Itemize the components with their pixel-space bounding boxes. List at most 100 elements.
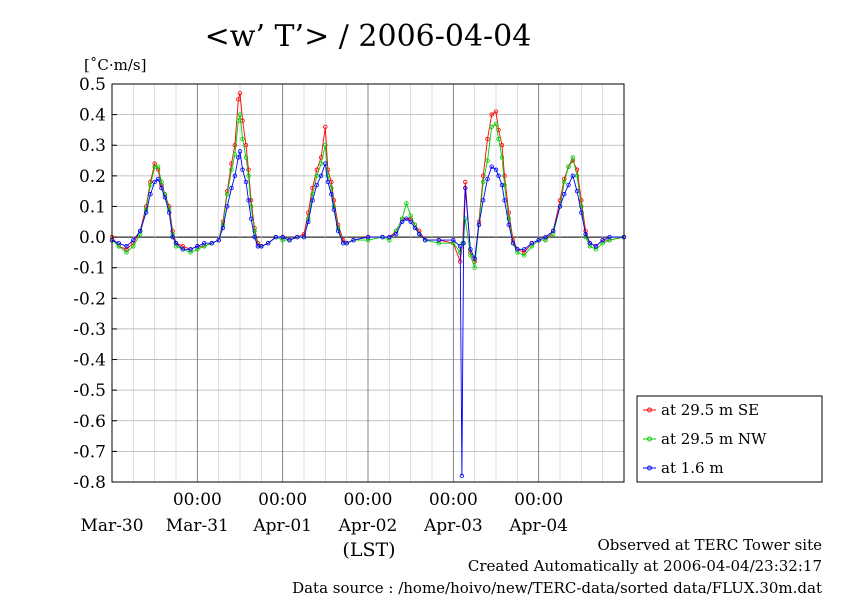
series-point-2 bbox=[248, 216, 254, 221]
series-point-1 bbox=[593, 247, 599, 252]
chart-title: <w’ T’> / 2006-04-04 bbox=[205, 19, 532, 54]
legend-box bbox=[636, 395, 823, 483]
series-point-2 bbox=[489, 164, 494, 169]
series-point-2 bbox=[463, 185, 468, 191]
x-time-label: 00:00 bbox=[344, 490, 393, 510]
series-point-0 bbox=[152, 161, 157, 166]
series-point-2 bbox=[457, 244, 463, 249]
series-point-2 bbox=[301, 234, 307, 240]
series-point-2 bbox=[536, 237, 541, 243]
series-point-1 bbox=[566, 164, 571, 169]
series-point-2 bbox=[131, 237, 136, 243]
series-point-0 bbox=[481, 173, 486, 179]
series-point-2 bbox=[159, 185, 164, 191]
y-tick-label: 0.3 bbox=[79, 136, 106, 156]
series-point-2 bbox=[232, 173, 238, 179]
series-point-1 bbox=[252, 228, 257, 234]
y-tick-label: -0.4 bbox=[73, 351, 106, 371]
series-point-2 bbox=[506, 222, 511, 228]
series-point-1 bbox=[116, 244, 122, 249]
plot-frame bbox=[111, 83, 625, 483]
series-point-2 bbox=[399, 219, 405, 224]
series-point-1 bbox=[489, 124, 494, 130]
series-point-0 bbox=[237, 90, 243, 96]
series-point-2 bbox=[143, 210, 149, 215]
series-point-1 bbox=[124, 250, 129, 255]
series-point-0 bbox=[493, 109, 499, 114]
y-tick-label: -0.8 bbox=[73, 473, 106, 493]
series-point-2 bbox=[216, 237, 221, 243]
series-point-2 bbox=[259, 244, 264, 249]
series-point-2 bbox=[329, 192, 334, 197]
series-point-0 bbox=[489, 112, 494, 117]
series-point-1 bbox=[463, 216, 468, 221]
series-point-0 bbox=[521, 250, 527, 255]
series-point-2 bbox=[387, 234, 392, 240]
y-tick-label: -0.5 bbox=[73, 381, 106, 401]
series-point-2 bbox=[173, 240, 179, 246]
series-point-0 bbox=[124, 247, 129, 252]
series-point-1 bbox=[574, 173, 580, 179]
series-point-2 bbox=[280, 234, 285, 240]
series-point-1 bbox=[314, 173, 319, 179]
series-point-1 bbox=[579, 204, 584, 209]
y-tick-label: 0.1 bbox=[79, 197, 106, 217]
series-point-1 bbox=[399, 216, 405, 221]
series-point-2 bbox=[515, 247, 520, 252]
series-point-1 bbox=[173, 244, 179, 249]
series-point-2 bbox=[436, 237, 442, 243]
series-point-2 bbox=[323, 161, 328, 166]
y-tick-label: -0.6 bbox=[73, 412, 106, 432]
series-point-2 bbox=[380, 234, 385, 240]
series-point-1 bbox=[232, 152, 238, 157]
series-point-1 bbox=[155, 164, 161, 169]
y-axis-unit: [˚C·m/s] bbox=[84, 56, 146, 74]
x-tick-labels: 00:00 00:00 00:00 00:00 00:00 Mar-30 Mar-31 Apr… bbox=[80, 490, 568, 536]
series-point-2 bbox=[502, 198, 507, 203]
series-point-2 bbox=[529, 240, 535, 246]
series-point-2 bbox=[310, 198, 315, 203]
footer-created: Created Automatically at 2006-04-04/23:3… bbox=[468, 557, 822, 575]
series-point-2 bbox=[351, 237, 356, 243]
series-point-2 bbox=[493, 167, 499, 172]
series-point-2 bbox=[461, 240, 466, 246]
series-point-2 bbox=[481, 198, 486, 203]
series-point-2 bbox=[566, 182, 571, 188]
series-point-1 bbox=[365, 237, 371, 243]
series-point-2 bbox=[273, 234, 279, 240]
series-point-2 bbox=[318, 173, 324, 179]
grid-lines bbox=[111, 83, 625, 483]
legend-label: at 29.5 m SE bbox=[661, 401, 759, 419]
y-tick-labels: 0.5 0.4 0.3 0.2 0.1 0.0 -0.1 -0.2 -0.3 -0.4 -0.5 -0… bbox=[73, 75, 106, 493]
data-series bbox=[109, 90, 627, 479]
series-point-1 bbox=[325, 173, 331, 179]
series-point-2 bbox=[499, 182, 505, 188]
series-point-2 bbox=[229, 185, 234, 191]
series-point-2 bbox=[600, 237, 605, 243]
y-tick-label: 0.2 bbox=[79, 167, 106, 187]
series-point-2 bbox=[116, 240, 122, 246]
series-point-2 bbox=[237, 149, 243, 154]
series-point-1 bbox=[323, 143, 328, 148]
series-point-1 bbox=[570, 155, 575, 160]
series-point-1 bbox=[408, 213, 413, 218]
series-point-2 bbox=[344, 240, 349, 246]
series-point-2 bbox=[476, 222, 482, 228]
series-point-2 bbox=[485, 176, 490, 182]
x-time-label: 00:00 bbox=[258, 490, 307, 510]
series-point-2 bbox=[521, 247, 527, 252]
series-point-2 bbox=[306, 219, 311, 224]
series-point-1 bbox=[550, 231, 556, 237]
series-point-2 bbox=[155, 176, 161, 182]
legend-label: at 29.5 m NW bbox=[661, 430, 767, 448]
series-point-0 bbox=[236, 97, 241, 102]
series-point-2 bbox=[393, 231, 399, 237]
series-point-0 bbox=[485, 136, 490, 142]
series-point-0 bbox=[463, 179, 468, 185]
series-point-2 bbox=[451, 237, 456, 243]
x-date-label: Mar-31 bbox=[166, 516, 229, 536]
series-point-2 bbox=[510, 240, 516, 246]
series-point-2 bbox=[252, 234, 257, 240]
series-point-2 bbox=[583, 231, 588, 237]
series-point-1 bbox=[318, 161, 324, 166]
